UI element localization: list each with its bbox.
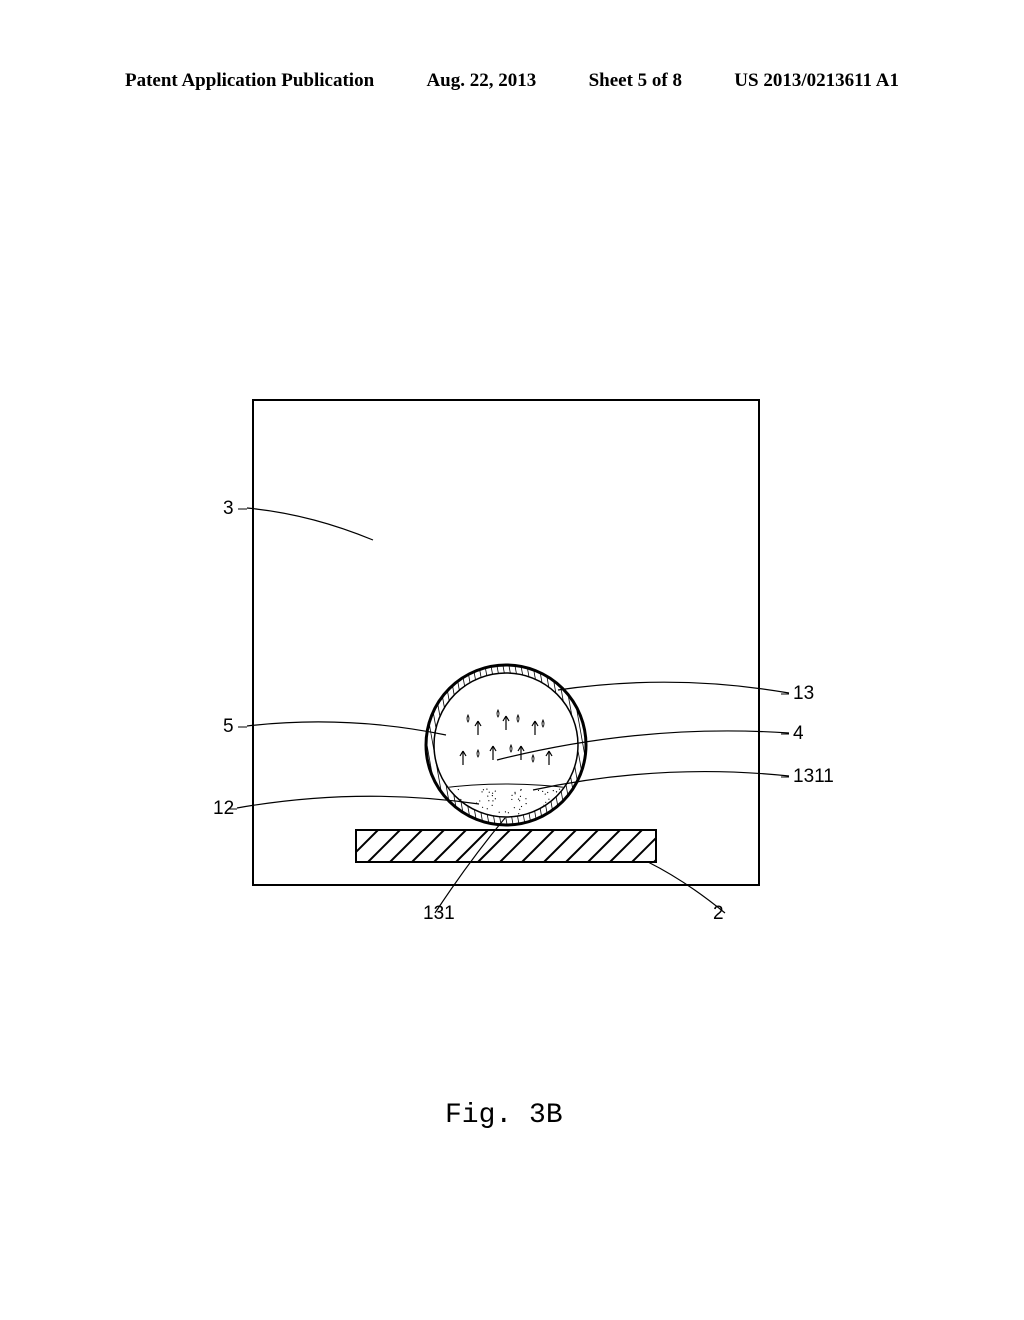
reference-label-2: 2 <box>713 903 724 924</box>
publication-type: Patent Application Publication <box>125 70 374 92</box>
page-header: Patent Application Publication Aug. 22, … <box>0 0 1024 92</box>
figure-label: Fig. 3B <box>445 1100 563 1131</box>
sheet-number: Sheet 5 of 8 <box>589 70 682 92</box>
publication-number: US 2013/0213611 A1 <box>734 70 899 92</box>
publication-date: Aug. 22, 2013 <box>426 70 536 92</box>
reference-label-3: 3 <box>223 498 234 519</box>
reference-label-1311: 1311 <box>793 766 833 787</box>
figure-3b: 234512131311311 <box>253 400 759 885</box>
reference-label-5: 5 <box>223 716 234 737</box>
reference-label-131: 131 <box>423 903 455 924</box>
reference-label-4: 4 <box>793 723 804 744</box>
reference-label-13: 13 <box>793 683 814 704</box>
